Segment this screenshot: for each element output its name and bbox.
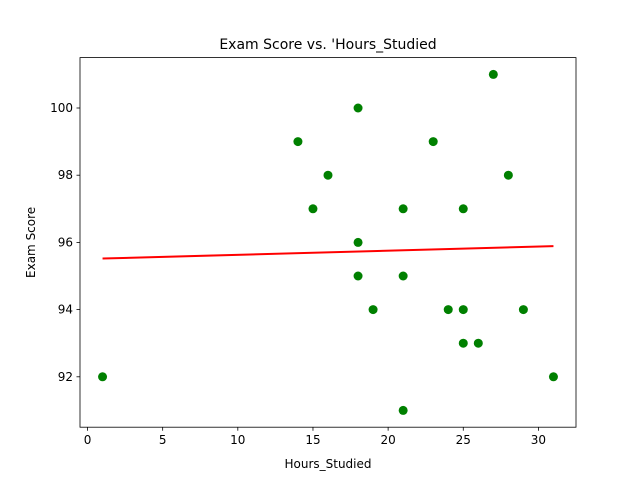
data-point [488, 69, 498, 79]
y-tick-label: 98 [58, 168, 73, 182]
trendline-layer [102, 245, 554, 260]
data-point [503, 170, 513, 180]
chart-title: Exam Score vs. 'Hours_Studied [219, 37, 436, 53]
data-point [353, 271, 363, 281]
data-point [518, 305, 528, 315]
data-point [443, 305, 453, 315]
data-point [368, 305, 378, 315]
data-point [458, 204, 468, 214]
trendline [102, 245, 554, 260]
y-tick-label: 100 [50, 101, 73, 115]
data-point [398, 405, 408, 415]
data-point [548, 372, 558, 382]
data-point [353, 103, 363, 113]
x-tick-label: 25 [456, 433, 471, 447]
data-point [293, 137, 303, 147]
x-tick-label: 0 [84, 433, 92, 447]
x-tick-label: 30 [531, 433, 546, 447]
x-axis-ticks: 0 5 10 15 20 25 30 [84, 427, 546, 447]
x-axis-label: Hours_Studied [284, 457, 371, 471]
points-layer [98, 69, 558, 415]
data-point [323, 170, 333, 180]
data-point [458, 338, 468, 348]
y-tick-label: 92 [58, 370, 73, 384]
y-axis-label: Exam Score [24, 207, 38, 278]
x-tick-label: 15 [305, 433, 320, 447]
data-point [428, 137, 438, 147]
data-point [308, 204, 318, 214]
data-point [398, 204, 408, 214]
data-point [458, 305, 468, 315]
data-point [473, 338, 483, 348]
data-point [98, 372, 108, 382]
x-tick-label: 5 [159, 433, 167, 447]
y-axis-ticks: 92 94 96 98 100 [50, 101, 80, 384]
y-tick-label: 94 [58, 303, 73, 317]
data-point [398, 271, 408, 281]
data-point [353, 237, 363, 247]
x-tick-label: 10 [230, 433, 245, 447]
plot-area-frame [79, 57, 577, 428]
y-tick-label: 96 [58, 235, 73, 249]
x-tick-label: 20 [380, 433, 395, 447]
